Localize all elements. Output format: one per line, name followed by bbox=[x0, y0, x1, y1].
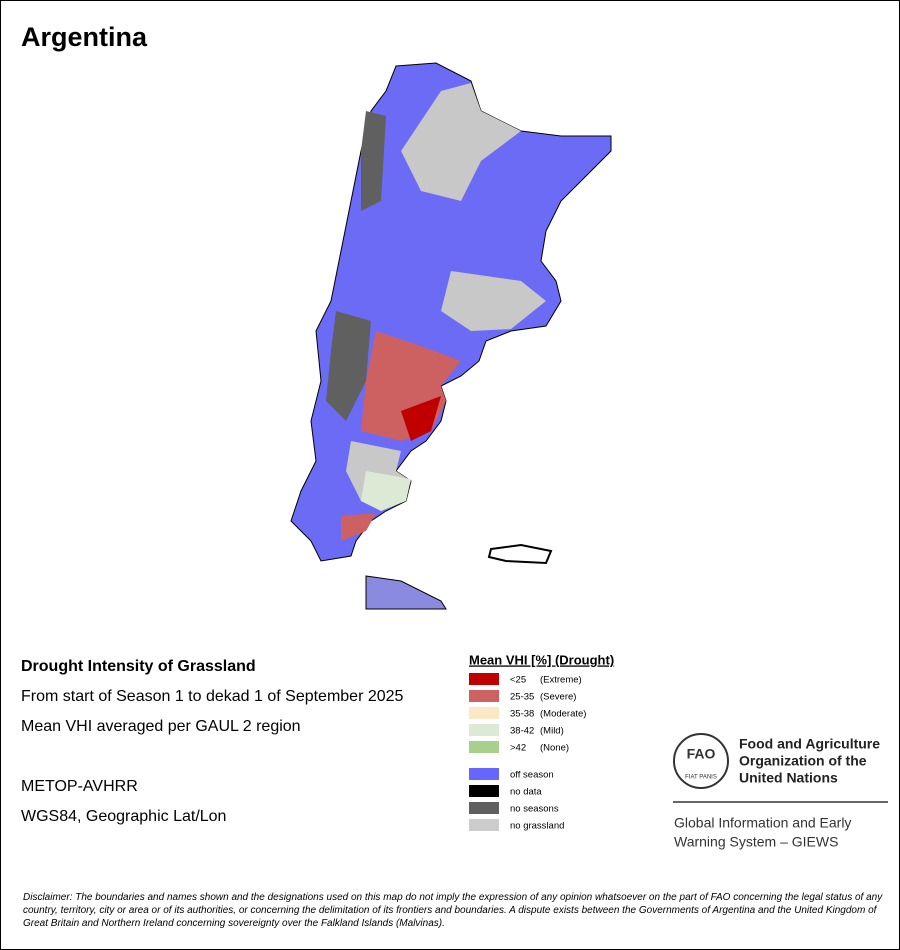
legend: <25 (Extreme) 25-35 (Severe) 35-38 (Moderate)… bbox=[469, 673, 586, 832]
legend-label: (None) bbox=[540, 743, 569, 754]
map-title: Argentina bbox=[21, 22, 148, 52]
org-name: Organization of the bbox=[739, 753, 867, 769]
legend-swatch bbox=[469, 802, 499, 814]
legend-label: (Extreme) bbox=[540, 675, 582, 686]
legend-swatch bbox=[469, 741, 499, 753]
legend-swatch bbox=[469, 785, 499, 797]
legend-swatch bbox=[469, 724, 499, 736]
map-canvas: Argentina Drought Intensity of Grassland… bbox=[21, 22, 888, 850]
info-meta: WGS84, Geographic Lat/Lon bbox=[21, 808, 226, 825]
org-name: United Nations bbox=[739, 770, 838, 786]
logo-circle bbox=[673, 733, 729, 789]
tierra-del-fuego bbox=[365, 575, 447, 610]
legend-swatch bbox=[469, 707, 499, 719]
info-line: Mean VHI averaged per GAUL 2 region bbox=[21, 718, 301, 735]
legend-swatch bbox=[469, 690, 499, 702]
legend-range: >42 bbox=[510, 743, 526, 754]
legend-title: Mean VHI [%] (Drought) bbox=[469, 652, 614, 667]
legend-range: <25 bbox=[510, 675, 526, 686]
legend-swatch bbox=[469, 819, 499, 831]
legend-label: (Moderate) bbox=[540, 709, 586, 720]
legend-swatch bbox=[469, 673, 499, 685]
legend-label: no grassland bbox=[510, 821, 564, 832]
system-name: Warning System – GIEWS bbox=[674, 834, 838, 850]
grey-zone bbox=[441, 271, 546, 331]
grey-zone bbox=[401, 83, 521, 201]
org-name: Food and Agriculture bbox=[739, 736, 880, 752]
info-meta: METOP-AVHRR bbox=[21, 778, 138, 795]
dark-zone bbox=[361, 111, 386, 211]
falkland-islands bbox=[487, 543, 553, 565]
country-map bbox=[290, 62, 612, 610]
legend-label: (Mild) bbox=[540, 726, 564, 737]
legend-range: 25-35 bbox=[510, 692, 534, 703]
logo-motto: FIAT PANIS bbox=[685, 775, 717, 781]
info-line: From start of Season 1 to dekad 1 of Sep… bbox=[21, 688, 404, 705]
legend-swatch bbox=[469, 768, 499, 780]
system-name: Global Information and Early bbox=[674, 815, 851, 831]
disclaimer: Disclaimer: The boundaries and names sho… bbox=[23, 892, 883, 929]
logo-emblem: FAO bbox=[687, 746, 716, 762]
dark-zone bbox=[326, 311, 371, 421]
legend-range: 38-42 bbox=[510, 726, 534, 737]
legend-label: (Severe) bbox=[540, 692, 576, 703]
info-heading: Drought Intensity of Grassland bbox=[21, 658, 256, 675]
legend-range: 35-38 bbox=[510, 709, 534, 720]
extreme-zone bbox=[401, 396, 441, 441]
fao-logo: FAO FIAT PANIS Food and Agriculture Orga… bbox=[673, 733, 888, 850]
severe-zone bbox=[341, 513, 376, 541]
mild-zone bbox=[361, 471, 411, 511]
legend-label: no data bbox=[510, 787, 542, 798]
legend-label: no seasons bbox=[510, 804, 559, 815]
legend-label: off season bbox=[510, 770, 554, 781]
